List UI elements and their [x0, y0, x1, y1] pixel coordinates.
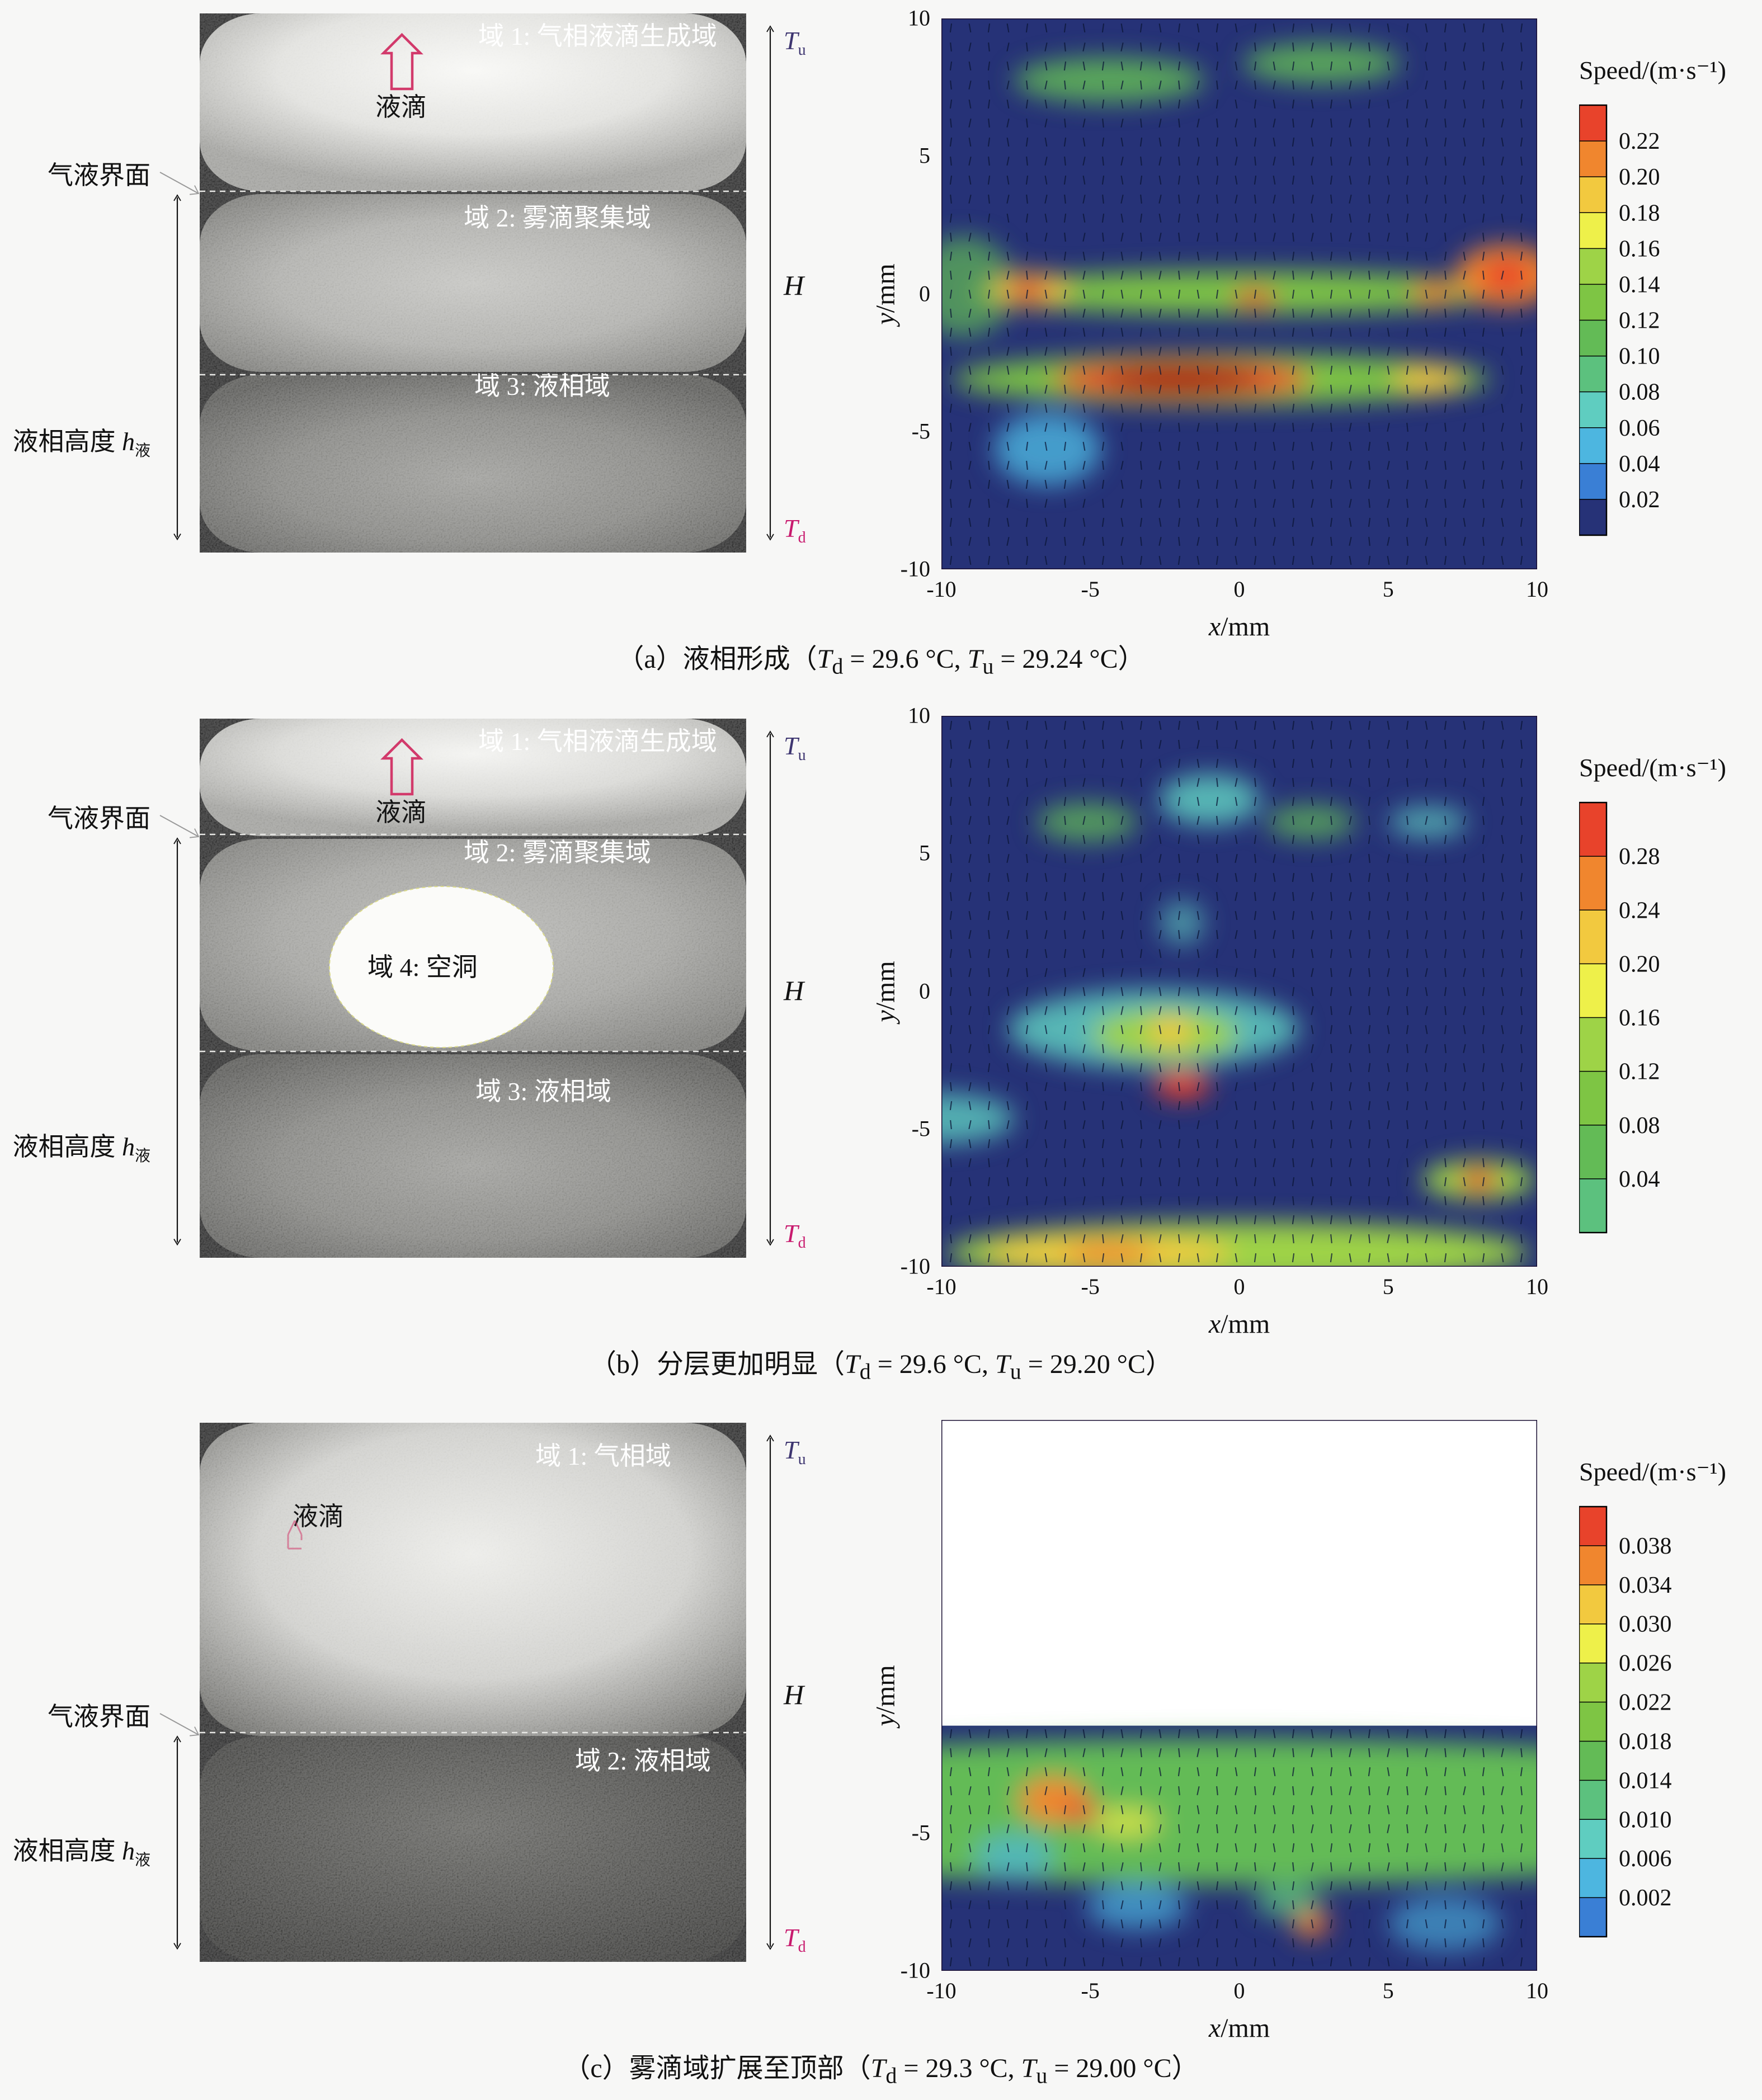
- svg-text:0.030: 0.030: [1619, 1612, 1672, 1637]
- svg-text:0.16: 0.16: [1619, 236, 1660, 262]
- svg-text:域 3: 液相域: 域 3: 液相域: [475, 1077, 611, 1106]
- svg-text:0.04: 0.04: [1619, 1167, 1660, 1192]
- svg-text:0.18: 0.18: [1619, 200, 1660, 226]
- svg-text:域 4: 空洞: 域 4: 空洞: [368, 953, 478, 981]
- svg-text:Speed/(m·s⁻¹): Speed/(m·s⁻¹): [1579, 56, 1726, 84]
- svg-text:域 1: 气相液滴生成域: 域 1: 气相液滴生成域: [478, 22, 717, 50]
- svg-text:液滴: 液滴: [375, 798, 427, 827]
- svg-text:0.06: 0.06: [1619, 416, 1660, 441]
- svg-text:0.08: 0.08: [1619, 1113, 1660, 1139]
- svg-text:0.02: 0.02: [1619, 487, 1660, 513]
- svg-text:0.12: 0.12: [1619, 1059, 1660, 1085]
- svg-text:0.018: 0.018: [1619, 1729, 1672, 1754]
- svg-text:0.006: 0.006: [1619, 1846, 1672, 1872]
- svg-text:0.010: 0.010: [1619, 1807, 1672, 1833]
- svg-text:域 1: 气相域: 域 1: 气相域: [535, 1442, 671, 1470]
- svg-text:0.014: 0.014: [1619, 1768, 1672, 1794]
- svg-text:Speed/(m·s⁻¹): Speed/(m·s⁻¹): [1579, 753, 1726, 782]
- svg-text:域 3: 液相域: 域 3: 液相域: [474, 372, 610, 400]
- svg-text:0.22: 0.22: [1619, 129, 1660, 154]
- svg-text:Speed/(m·s⁻¹): Speed/(m·s⁻¹): [1579, 1457, 1726, 1486]
- svg-text:0.038: 0.038: [1619, 1533, 1672, 1559]
- svg-text:0.12: 0.12: [1619, 308, 1660, 334]
- svg-text:0.034: 0.034: [1619, 1573, 1672, 1598]
- svg-text:域 2: 雾滴聚集域: 域 2: 雾滴聚集域: [464, 838, 651, 867]
- svg-text:0.002: 0.002: [1619, 1885, 1672, 1911]
- svg-text:液滴: 液滴: [293, 1502, 344, 1531]
- svg-text:0.026: 0.026: [1619, 1651, 1672, 1677]
- svg-text:0.24: 0.24: [1619, 898, 1660, 923]
- svg-text:域 1: 气相液滴生成域: 域 1: 气相液滴生成域: [478, 727, 717, 756]
- svg-text:0.20: 0.20: [1619, 951, 1660, 977]
- svg-text:域 2: 雾滴聚集域: 域 2: 雾滴聚集域: [464, 204, 651, 232]
- svg-text:0.14: 0.14: [1619, 272, 1660, 298]
- svg-text:0.022: 0.022: [1619, 1690, 1672, 1716]
- svg-text:0.20: 0.20: [1619, 164, 1660, 190]
- svg-text:0.08: 0.08: [1619, 380, 1660, 405]
- svg-text:液滴: 液滴: [375, 93, 427, 121]
- svg-text:0.04: 0.04: [1619, 451, 1660, 477]
- svg-text:0.16: 0.16: [1619, 1006, 1660, 1031]
- svg-text:0.10: 0.10: [1619, 344, 1660, 370]
- svg-text:0.28: 0.28: [1619, 844, 1660, 870]
- svg-text:域 2: 液相域: 域 2: 液相域: [575, 1747, 711, 1775]
